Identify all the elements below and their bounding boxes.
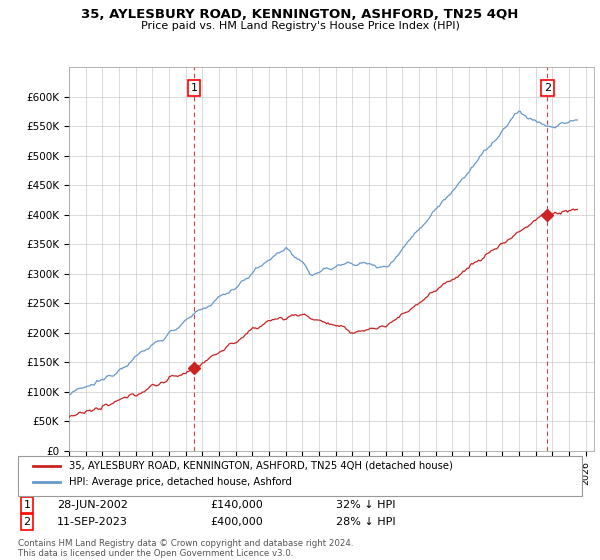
Text: 35, AYLESBURY ROAD, KENNINGTON, ASHFORD, TN25 4QH (detached house): 35, AYLESBURY ROAD, KENNINGTON, ASHFORD,…	[69, 461, 453, 471]
Text: Price paid vs. HM Land Registry's House Price Index (HPI): Price paid vs. HM Land Registry's House …	[140, 21, 460, 31]
Text: 2: 2	[23, 517, 31, 527]
Text: 1: 1	[190, 83, 197, 93]
Text: Contains HM Land Registry data © Crown copyright and database right 2024.
This d: Contains HM Land Registry data © Crown c…	[18, 539, 353, 558]
Text: 1: 1	[23, 500, 31, 510]
Text: 32% ↓ HPI: 32% ↓ HPI	[336, 500, 395, 510]
Text: 28% ↓ HPI: 28% ↓ HPI	[336, 517, 395, 527]
Text: 28-JUN-2002: 28-JUN-2002	[57, 500, 128, 510]
Text: £400,000: £400,000	[210, 517, 263, 527]
Text: HPI: Average price, detached house, Ashford: HPI: Average price, detached house, Ashf…	[69, 477, 292, 487]
Text: 2: 2	[544, 83, 551, 93]
Text: 11-SEP-2023: 11-SEP-2023	[57, 517, 128, 527]
Text: 35, AYLESBURY ROAD, KENNINGTON, ASHFORD, TN25 4QH: 35, AYLESBURY ROAD, KENNINGTON, ASHFORD,…	[82, 8, 518, 21]
Text: £140,000: £140,000	[210, 500, 263, 510]
